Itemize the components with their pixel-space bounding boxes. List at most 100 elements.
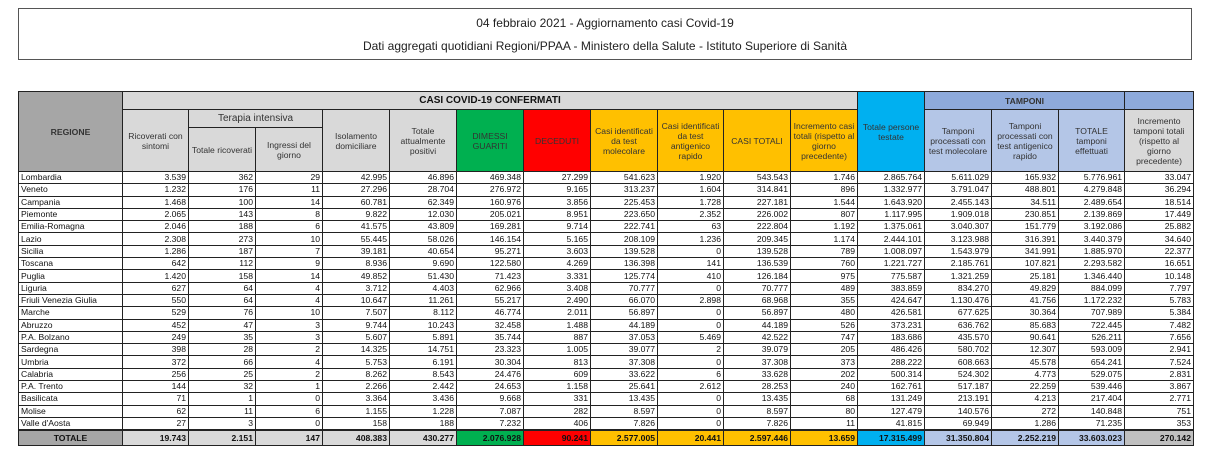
value-cell: 10 — [255, 232, 323, 246]
value-cell: 1 — [188, 392, 256, 406]
value-cell: 1.920 — [657, 170, 724, 185]
value-cell: 539.446 — [1058, 380, 1125, 394]
value-cell: 7.524 — [1124, 355, 1194, 369]
value-cell: 18.514 — [1124, 195, 1194, 209]
value-cell: 69.949 — [924, 416, 992, 431]
value-cell: 71.423 — [456, 269, 524, 283]
value-cell: 609 — [523, 367, 591, 382]
value-cell: 331 — [523, 392, 591, 406]
value-cell: 2 — [255, 343, 323, 357]
totals-row: TOTALE 19.743 2.151 147 408.383 430.277 2.076.… — [18, 429, 1194, 447]
value-cell: 5.607 — [322, 330, 390, 345]
value-cell: 1.604 — [657, 183, 724, 197]
totals-label: TOTALE — [18, 429, 123, 447]
value-cell: 1.117.995 — [857, 207, 925, 222]
value-cell: 353 — [1124, 416, 1194, 431]
value-cell: 10.647 — [322, 293, 390, 308]
value-cell: 1.885.970 — [1058, 244, 1125, 259]
header-col-15: Incremento tamponi totali (rispetto al g… — [1124, 109, 1194, 172]
value-cell: 222.804 — [723, 220, 791, 234]
value-cell: 8.951 — [523, 207, 591, 222]
value-cell: 85.683 — [991, 318, 1059, 332]
value-cell: 372 — [122, 355, 189, 369]
value-cell: 2.046 — [122, 220, 189, 234]
value-cell: 64 — [188, 293, 256, 308]
value-cell: 2 — [657, 343, 724, 357]
value-cell: 222.741 — [590, 220, 658, 234]
value-cell: 0 — [657, 355, 724, 369]
value-cell: 35 — [188, 330, 256, 345]
value-cell: 3.331 — [523, 269, 591, 283]
value-cell: 2.065 — [122, 207, 189, 222]
value-cell: 0 — [657, 281, 724, 295]
value-cell: 452 — [122, 318, 189, 332]
value-cell: 30.364 — [991, 306, 1059, 320]
value-cell: 8.597 — [723, 404, 791, 418]
value-cell: 139.528 — [590, 244, 658, 259]
header-col-3: Isolamento domiciliare — [322, 109, 390, 172]
value-cell: 489 — [790, 281, 858, 295]
value-cell: 975 — [790, 269, 858, 283]
value-cell: 46.774 — [456, 306, 524, 320]
value-cell: 42.522 — [723, 330, 791, 345]
value-cell: 3.364 — [322, 392, 390, 406]
region-name: Basilicata — [18, 392, 123, 406]
value-cell: 90.641 — [991, 330, 1059, 345]
value-cell: 5.469 — [657, 330, 724, 345]
table-row: Basilicata 71 1 0 3.364 3.436 9.668 331 13.435 0 1… — [18, 392, 1194, 406]
value-cell: 3.040.307 — [924, 220, 992, 234]
value-cell: 2.771 — [1124, 392, 1194, 406]
value-cell: 46.896 — [389, 170, 457, 185]
value-cell: 45.578 — [991, 355, 1059, 369]
value-cell: 36.294 — [1124, 183, 1194, 197]
table-row: Lazio 2.308 273 10 55.445 58.026 146.154 5.165 2… — [18, 232, 1194, 246]
value-cell: 33.628 — [723, 367, 791, 382]
value-cell: 469.348 — [456, 170, 524, 185]
value-cell: 47 — [188, 318, 256, 332]
value-cell: 529 — [122, 306, 189, 320]
table-row: Marche 529 76 10 7.507 8.112 46.774 2.011 56.897… — [18, 306, 1194, 320]
value-cell: 143 — [188, 207, 256, 222]
value-cell: 5.753 — [322, 355, 390, 369]
value-cell: 313.237 — [590, 183, 658, 197]
value-cell: 249 — [122, 330, 189, 345]
value-cell: 0 — [657, 244, 724, 259]
value-cell: 37.053 — [590, 330, 658, 345]
value-cell: 722.445 — [1058, 318, 1125, 332]
value-cell: 273 — [188, 232, 256, 246]
value-cell: 6 — [657, 367, 724, 382]
value-cell: 56.897 — [723, 306, 791, 320]
header-col-14: TOTALE tamponi effettuati — [1058, 109, 1125, 172]
value-cell: 707.989 — [1058, 306, 1125, 320]
value-cell: 8.543 — [389, 367, 457, 382]
value-cell: 187 — [188, 244, 256, 259]
value-cell: 25.181 — [991, 269, 1059, 283]
value-cell: 25 — [188, 367, 256, 382]
value-cell: 5.891 — [389, 330, 457, 345]
value-cell: 654.241 — [1058, 355, 1125, 369]
value-cell: 2.293.582 — [1058, 257, 1125, 271]
value-cell: 35.744 — [456, 330, 524, 345]
value-cell: 1 — [255, 380, 323, 394]
value-cell: 12.307 — [991, 343, 1059, 357]
value-cell: 1.286 — [122, 244, 189, 259]
value-cell: 11 — [255, 183, 323, 197]
value-cell: 0 — [657, 416, 724, 431]
value-cell: 5.611.029 — [924, 170, 992, 185]
total-cell: 408.383 — [322, 429, 390, 447]
region-name: Piemonte — [18, 207, 123, 222]
value-cell: 529.075 — [1058, 367, 1125, 382]
value-cell: 3.440.379 — [1058, 232, 1125, 246]
value-cell: 28.704 — [389, 183, 457, 197]
region-name: Toscana — [18, 257, 123, 271]
value-cell: 146.154 — [456, 232, 524, 246]
value-cell: 66 — [188, 355, 256, 369]
value-cell: 202 — [790, 367, 858, 382]
value-cell: 136.398 — [590, 257, 658, 271]
value-cell: 217.404 — [1058, 392, 1125, 406]
value-cell: 1.643.920 — [857, 195, 925, 209]
table-row: Puglia 1.420 158 14 49.852 51.430 71.423 3.331 1… — [18, 269, 1194, 283]
value-cell: 0 — [255, 392, 323, 406]
value-cell: 1.488 — [523, 318, 591, 332]
value-cell: 66.070 — [590, 293, 658, 308]
